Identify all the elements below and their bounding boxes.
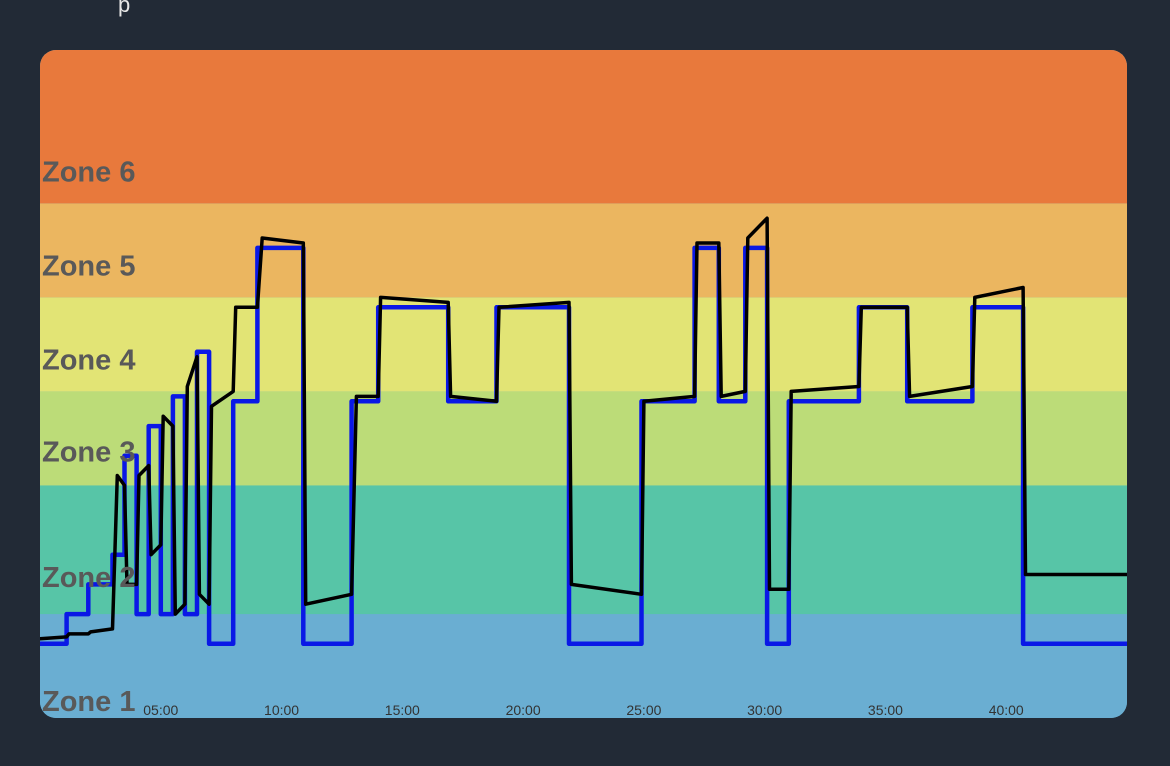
zone-label-5: Zone 5 — [42, 250, 135, 282]
x-tick-label: 20:00 — [506, 702, 541, 718]
x-axis-ticks: 05:00 10:00 15:00 20:00 25:00 30:00 35:00 40:00 — [143, 702, 1024, 718]
zone-label-1: Zone 1 — [42, 686, 135, 718]
x-tick-label: 30:00 — [747, 702, 782, 718]
zone-band-4 — [40, 297, 1127, 392]
zone-label-4: Zone 4 — [42, 344, 135, 376]
zone-band-1 — [40, 614, 1127, 718]
zone-label-3: Zone 3 — [42, 436, 135, 468]
target-line — [40, 245, 1127, 647]
x-tick-label: 05:00 — [143, 702, 178, 718]
series-lines — [40, 216, 1127, 647]
zone-band-3 — [40, 391, 1127, 486]
x-tick-label: 35:00 — [868, 702, 903, 718]
zone-band-5 — [40, 203, 1127, 298]
x-tick-label: 25:00 — [626, 702, 661, 718]
zone-bands — [40, 50, 1127, 718]
zone-chart: 05:00 10:00 15:00 20:00 25:00 30:00 35:00 40:00… — [40, 50, 1127, 718]
x-tick-label: 10:00 — [264, 702, 299, 718]
zone-labels: Zone 1 Zone 2 Zone 3 Zone 4 Zone 5 Zone 6 — [42, 156, 135, 717]
zone-label-2: Zone 2 — [42, 562, 135, 594]
zone-chart-card: 05:00 10:00 15:00 20:00 25:00 30:00 35:00 40:00… — [40, 50, 1127, 718]
actual-line — [40, 216, 1127, 641]
x-tick-label: 15:00 — [385, 702, 420, 718]
header-partial-text: p — [118, 0, 131, 17]
zone-band-2 — [40, 485, 1127, 615]
x-tick-label: 40:00 — [989, 702, 1024, 718]
zone-label-6: Zone 6 — [42, 156, 135, 188]
zone-band-6 — [40, 50, 1127, 204]
